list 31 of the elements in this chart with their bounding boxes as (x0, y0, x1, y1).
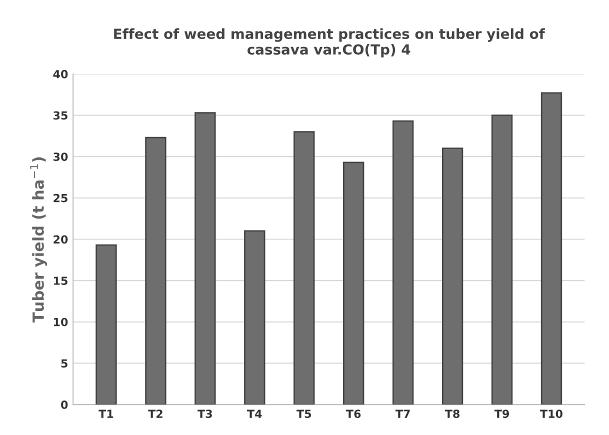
bar (491, 114, 513, 405)
x-tick-label: T5 (296, 410, 311, 418)
bar (442, 148, 464, 405)
x-tick-label: T7 (395, 410, 410, 418)
y-tick-label: 35 (54, 111, 68, 120)
x-tick-label: T8 (444, 410, 460, 418)
y-tick-label: 30 (54, 152, 68, 161)
y-axis-title: Tuber yield (t ha$^{−1}$) (30, 157, 48, 323)
bar (194, 112, 216, 405)
bar (244, 230, 266, 405)
bar (96, 244, 117, 405)
chart-title: Effect of weed management practices on tuber yield of cassava var.CO(Tp) 4 (114, 28, 545, 58)
x-tick-label: T9 (494, 410, 509, 418)
bar (392, 120, 414, 405)
bar (294, 131, 315, 405)
x-tick-label: T10 (540, 410, 562, 418)
x-tick-label: T3 (198, 410, 212, 418)
bar (145, 136, 166, 405)
y-tick-label: 15 (54, 276, 68, 285)
y-tick-label: 25 (54, 194, 68, 202)
x-tick-label: T1 (98, 410, 114, 418)
y-tick-label: 0 (61, 400, 68, 409)
x-tick-label: T6 (346, 410, 361, 418)
bar (343, 162, 364, 405)
x-tick-label: T2 (148, 410, 162, 418)
y-tick-label: 5 (61, 359, 68, 368)
y-tick-label: 40 (53, 70, 68, 78)
x-tick-label: T4 (247, 410, 262, 418)
y-tick-label: 10 (54, 318, 68, 326)
bar (540, 92, 562, 405)
y-tick-label: 20 (54, 235, 68, 244)
